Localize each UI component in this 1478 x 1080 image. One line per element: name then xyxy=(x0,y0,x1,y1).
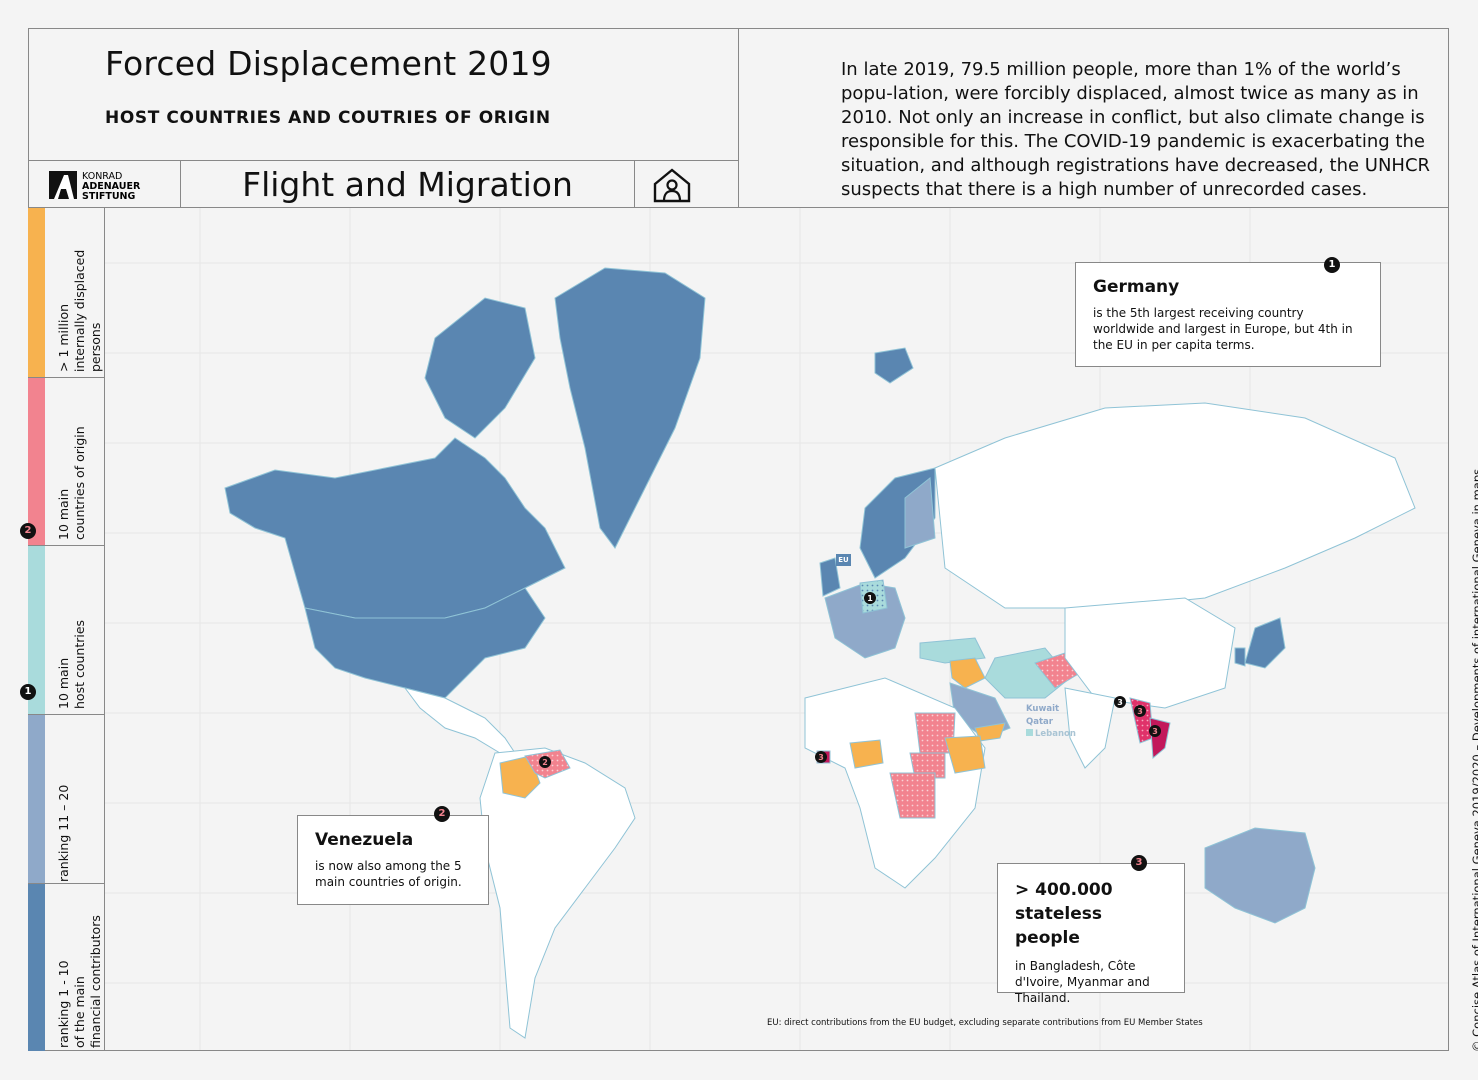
page-title: Forced Displacement 2019 xyxy=(105,44,552,83)
country-russia xyxy=(934,402,1416,609)
callout-germany: Germany is the 5th largest receiving cou… xyxy=(1075,262,1381,367)
country-south-america xyxy=(479,747,636,1039)
map-marker-germany xyxy=(864,592,876,604)
country-thailand xyxy=(1149,717,1171,760)
legend-divider xyxy=(28,714,104,715)
logo-separator xyxy=(180,160,181,208)
country-myanmar xyxy=(1129,697,1154,744)
callout-stateless-text: in Bangladesh, Côte d'Ivoire, Myanmar an… xyxy=(1015,959,1150,1005)
country-china xyxy=(1064,597,1236,709)
map-marker-myanmar-label: 3 xyxy=(1137,707,1143,716)
label-lebanon: Lebanon xyxy=(1026,729,1076,739)
logo-line-1: KONRAD xyxy=(82,171,122,182)
legend-swatch-origin xyxy=(28,377,45,545)
legend-marker-origin: 2 xyxy=(20,523,36,539)
icon-separator xyxy=(634,160,635,208)
callout-stateless: > 400.000 stateless people in Bangladesh… xyxy=(997,863,1185,1005)
eu-badge: EU xyxy=(836,554,851,566)
map-marker-germany-label: 1 xyxy=(867,594,873,603)
country-ethiopia xyxy=(944,735,986,774)
page-subtitle: HOST COUNTRIES AND COUTRIES OF ORIGIN xyxy=(105,108,551,128)
legend-swatch-rank1 xyxy=(28,883,45,1051)
map-footnote: EU: direct contributions from the EU bud… xyxy=(767,1018,1203,1028)
callout-venezuela-marker: 2 xyxy=(434,806,450,822)
legend-label-origin: 10 main countries of origin xyxy=(56,426,87,540)
callout-germany-text: is the 5th largest receiving country wor… xyxy=(1093,306,1353,352)
header-bottom-border xyxy=(28,207,1449,208)
label-kuwait: Kuwait xyxy=(1026,704,1060,714)
country-canada xyxy=(224,437,566,619)
legend-label-idp: > 1 million internally displaced persons xyxy=(56,249,103,372)
legend-divider xyxy=(28,377,104,378)
callout-venezuela-text: is now also among the 5 main countries o… xyxy=(315,859,462,889)
map-marker-bangladesh-label: 3 xyxy=(1117,698,1123,707)
callout-venezuela-title: Venezuela xyxy=(315,830,414,850)
legend-swatch-host xyxy=(28,545,45,714)
header-left-panel xyxy=(28,28,739,208)
country-south-sudan xyxy=(909,752,946,779)
country-colombia xyxy=(499,755,541,799)
country-usa xyxy=(304,587,546,699)
kas-logo: KONRAD ADENAUER STIFTUNG xyxy=(46,168,180,206)
callout-venezuela: Venezuela is now also among the 5 main c… xyxy=(297,815,489,905)
country-iceland xyxy=(874,347,914,384)
legend-border xyxy=(104,208,105,1051)
country-australia xyxy=(1204,827,1316,924)
callout-stateless-title: > 400.000 stateless people xyxy=(1015,880,1113,948)
map-marker-thailand xyxy=(1149,725,1161,737)
map-marker-cote-divoire xyxy=(815,751,827,763)
callout-germany-marker: 1 xyxy=(1324,257,1340,273)
world-map: 1 2 3 3 3 3 xyxy=(105,208,1448,1050)
legend-label-rank1: ranking 1 - 10 of the main financial con… xyxy=(56,915,103,1048)
map-marker-venezuela xyxy=(539,756,551,768)
country-greenland xyxy=(554,267,706,549)
logo-line-2: ADENAUER xyxy=(82,181,141,192)
map-marker-bangladesh xyxy=(1114,696,1126,708)
legend-label-host: 10 main host countries xyxy=(56,619,87,709)
country-nigeria xyxy=(849,739,884,769)
country-syria xyxy=(949,657,986,689)
country-finland xyxy=(904,477,936,549)
country-drc xyxy=(889,772,936,819)
logo-line-3: STIFTUNG xyxy=(82,191,135,202)
shelter-house-icon xyxy=(653,168,691,203)
intro-paragraph: In late 2019, 79.5 million people, more … xyxy=(841,59,1431,200)
legend-divider xyxy=(28,545,104,546)
map-marker-venezuela-label: 2 xyxy=(542,758,548,767)
country-japan xyxy=(1244,617,1286,669)
label-qatar: Qatar xyxy=(1026,717,1053,727)
country-india xyxy=(1064,687,1116,769)
country-mexico xyxy=(403,687,516,754)
label-lebanon-text: Lebanon xyxy=(1035,729,1076,739)
legend-label-rank11: ranking 11 – 20 xyxy=(56,784,71,882)
country-uk xyxy=(819,557,841,597)
legend-divider xyxy=(28,883,104,884)
country-korea xyxy=(1234,647,1246,667)
header-divider xyxy=(28,160,739,161)
legend-swatch-idp xyxy=(28,208,45,377)
copyright-credit: © Concise Atlas of International Geneva … xyxy=(1470,468,1478,1052)
callout-stateless-marker: 3 xyxy=(1131,855,1147,871)
map-marker-myanmar xyxy=(1134,705,1146,717)
callout-germany-title: Germany xyxy=(1093,277,1180,297)
legend-swatch-rank11 xyxy=(28,714,45,883)
series-title: Flight and Migration xyxy=(242,165,573,204)
lebanon-swatch xyxy=(1026,729,1033,736)
map-marker-thailand-label: 3 xyxy=(1152,727,1158,736)
legend-marker-host: 1 xyxy=(20,684,36,700)
kas-logo-mark-icon: KONRAD ADENAUER STIFTUNG xyxy=(49,171,141,202)
map-marker-cote-divoire-label: 3 xyxy=(818,753,824,762)
country-canada-islands xyxy=(424,297,536,439)
